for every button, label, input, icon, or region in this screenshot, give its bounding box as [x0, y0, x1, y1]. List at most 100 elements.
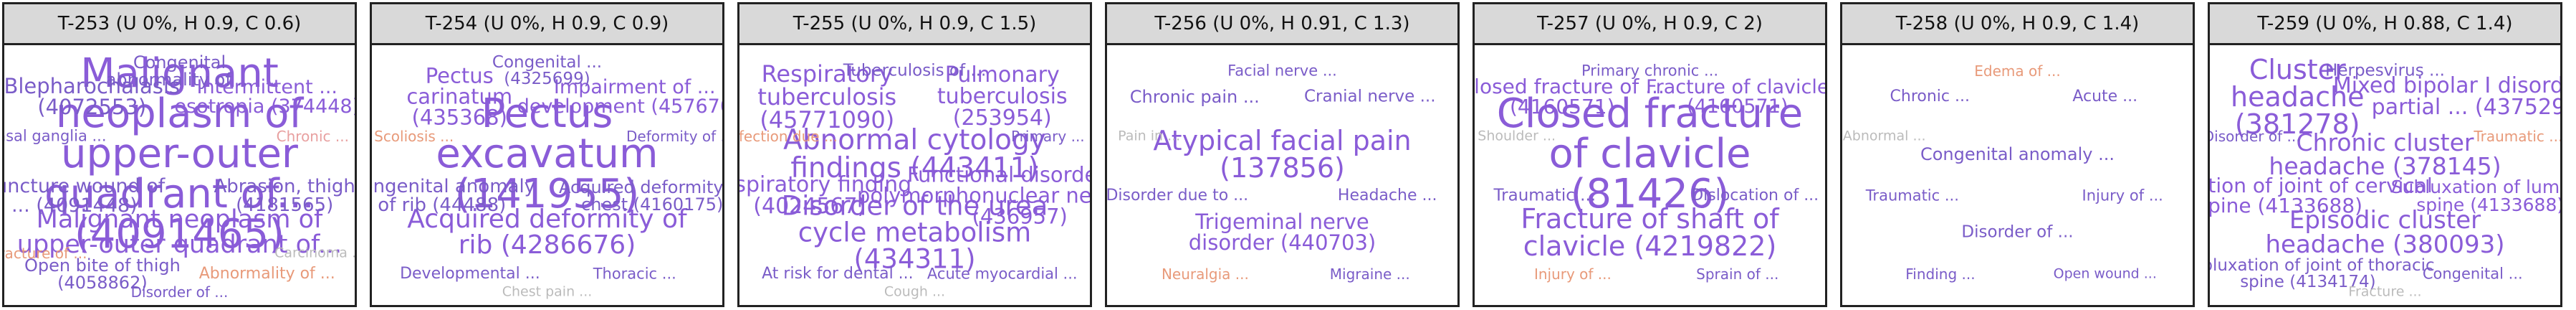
wordcloud-term: Closed fracture of clavicle (81426) — [1496, 90, 1804, 218]
wordcloud-term: Atypical facial pain (137856) — [1153, 125, 1412, 184]
wordcloud-term: Disorder of ... — [2210, 127, 2301, 145]
wordcloud-area: Abnormal cytology findings (443411) Disor… — [739, 45, 1090, 305]
wordcloud-term: Acquired deformity of chest (4160175) — [559, 177, 722, 215]
wordcloud-term: Neuralgia ... — [1161, 265, 1249, 283]
wordcloud-term: Traumatic ... — [2474, 127, 2560, 145]
wordcloud-term: Pain in ... — [1118, 128, 1181, 144]
wordcloud-term: Facial nerve ... — [1227, 62, 1337, 80]
wordcloud-term: Abnormality of ... — [198, 264, 335, 283]
wordcloud-term: Functional disorder of polymorphonuclear… — [857, 162, 1090, 229]
wordcloud-term: Subluxation of joint of cervical spine (… — [2210, 173, 2433, 217]
wordcloud-term: Finding ... — [1905, 265, 1976, 283]
wordcloud-term: Pulmonary tuberculosis (253954) — [937, 62, 1068, 131]
wordcloud-term: Impairment of ... development (4576701) — [517, 76, 722, 118]
wordcloud-term: Mixed bipolar I disorder in partial ... … — [2332, 73, 2560, 121]
wordcloud-term: Traumatic ... — [1865, 187, 1959, 205]
wordcloud-term: At risk for dental ... — [762, 264, 914, 283]
wordcloud-term: Migraine ... — [1329, 265, 1410, 283]
wordcloud-term: Subluxation of lumbar spine (4133688) — [2390, 176, 2560, 215]
wordcloud-term: Fracture of ... — [4, 244, 87, 262]
wordcloud-term: Respiratory tuberculosis (45771090) — [757, 60, 897, 134]
wordcloud-area: Closed fracture of clavicle (81426) Fract… — [1475, 45, 1825, 305]
panel-title: T-258 (U 0%, H 0.9, C 1.4) — [1842, 4, 2193, 45]
wordcloud-term: Disorder of ... — [130, 283, 229, 301]
wordcloud-term: Chronic ... — [1890, 88, 1970, 106]
wordcloud-term: Headache ... — [1337, 186, 1437, 205]
wordcloud-term: Dislocation of ... — [1691, 186, 1819, 205]
wordcloud-term: Disorder of ... — [1961, 222, 2074, 242]
panel-title: T-257 (U 0%, H 0.9, C 2) — [1475, 4, 1825, 45]
wordcloud-term: Disorder of the urea cycle metabolism (4… — [781, 190, 1048, 275]
wordcloud-term: Developmental ... — [400, 264, 540, 283]
wordcloud-term: Shoulder ... — [1478, 128, 1556, 144]
wordcloud-term: Blepharochalasis (4072553) — [4, 74, 181, 120]
wordcloud-area: Congenital anomaly ... Disorder of ... Chr… — [1842, 45, 2193, 305]
wordcloud-panel: T-254 (U 0%, H 0.9, C 0.9) Pectus excavat… — [370, 2, 724, 307]
wordcloud-term: Disorder due to ... — [1107, 186, 1249, 205]
wordcloud-term: Episodic cluster headache (380093) — [2265, 205, 2505, 259]
wordcloud-term: Injury of ... — [1533, 265, 1612, 283]
wordcloud-term: Congenital ... (4325699) — [492, 53, 603, 89]
wordcloud-panel: T-253 (U 0%, H 0.9, C 0.6) Malignant neop… — [2, 2, 357, 307]
wordcloud-term: Primary ... — [1010, 127, 1085, 145]
wordcloud-term: Congenital ... — [2422, 265, 2523, 283]
wordcloud-term: Cough ... — [884, 283, 946, 300]
wordcloud-term: Cluster headache (381278) — [2230, 54, 2365, 141]
panel-title: T-253 (U 0%, H 0.9, C 0.6) — [4, 4, 355, 45]
wordcloud-term: Open bite of thigh (4058862) — [24, 255, 181, 293]
wordcloud-term: Respiratory finding (4024567) — [739, 172, 912, 219]
panel-title: T-254 (U 0%, H 0.9, C 0.9) — [372, 4, 722, 45]
wordcloud-term: Chest pain ... — [502, 283, 593, 300]
wordcloud-term: Pectus carinatum (435368) — [406, 63, 513, 130]
wordcloud-panel: T-256 (U 0%, H 0.91, C 1.3) Atypical faci… — [1105, 2, 1460, 307]
wordcloud-term: Deformity of ... — [626, 127, 722, 145]
panel-title: T-259 (U 0%, H 0.88, C 1.4) — [2210, 4, 2560, 45]
wordcloud-term: Acquired deformity of rib (4286676) — [407, 204, 687, 260]
wordcloud-area: Chronic cluster headache (378145) Episodi… — [2210, 45, 2560, 305]
wordcloud-term: Chronic pain ... — [1129, 87, 1260, 108]
wordcloud-term: Basal ganglia ... — [4, 127, 107, 145]
wordcloud-term: Infection due ... — [739, 127, 838, 145]
wordcloud-term: Subluxation of joint of thoracic spine (… — [2210, 255, 2435, 291]
wordcloud-term: Tuberculosis of ... — [843, 61, 987, 80]
wordcloud-term: Carcinoma ... — [274, 245, 355, 261]
wordcloud-panel: T-259 (U 0%, H 0.88, C 1.4) Chronic clust… — [2208, 2, 2562, 307]
wordcloud-term: Congenital abnormality of ... — [105, 52, 254, 90]
wordcloud-area: Atypical facial pain (137856) Trigeminal … — [1107, 45, 1457, 305]
wordcloud-term: Fracture ... — [2348, 283, 2422, 300]
wordcloud-term: Puncture wound of ... (4091448) — [4, 174, 166, 217]
wordcloud-term: Edema of ... — [1974, 62, 2061, 80]
wordcloud-term: Congenital anomaly of rib (44488) — [372, 175, 536, 216]
wordcloud-term: Malignant neoplasm of upper-outer quadra… — [16, 205, 343, 259]
wordcloud-term: Intermittent ... esotropia (374448) — [174, 76, 355, 118]
wordcloud-term: Abrasion, thigh (4181565) — [214, 175, 355, 216]
panel-title: T-255 (U 0%, H 0.9, C 1.5) — [739, 4, 1090, 45]
wordcloud-term: Acute ... — [2072, 88, 2138, 106]
wordcloud-term: Acute myocardial ... — [927, 265, 1078, 283]
panel-title: T-256 (U 0%, H 0.91, C 1.3) — [1107, 4, 1457, 45]
wordcloud-term: Fracture of shaft of clavicle (4219822) — [1521, 202, 1779, 262]
wordcloud-term: Malignant neoplasm of upper-outer quadra… — [44, 50, 315, 258]
wordcloud-term: Fracture of clavicle (4160571) — [1646, 76, 1825, 118]
wordcloud-panel: T-257 (U 0%, H 0.9, C 2) Closed fracture … — [1473, 2, 1827, 307]
wordcloud-term: Chronic cluster headache (378145) — [2269, 128, 2501, 181]
wordcloud-panel: T-258 (U 0%, H 0.9, C 1.4) Congenital ano… — [1840, 2, 2195, 307]
wordcloud-term: Open wound ... — [2053, 266, 2157, 282]
wordcloud-term: Herpesvirus ... — [2325, 61, 2445, 80]
wordcloud-term: Congenital anomaly ... — [1920, 144, 2115, 165]
wordcloud-term: Cranial nerve ... — [1303, 87, 1436, 106]
wordcloud-term: Abnormal ... — [1842, 128, 1926, 144]
wordcloud-term: Primary chronic ... — [1581, 62, 1719, 80]
wordcloud-panel: T-255 (U 0%, H 0.9, C 1.5) Abnormal cytol… — [737, 2, 1092, 307]
wordcloud-term: Chronic ... — [276, 127, 349, 145]
wordcloud-area: Pectus excavatum (141955) Acquired deform… — [372, 45, 722, 305]
wordcloud-term: Scoliosis ... — [374, 127, 454, 145]
wordcloud-term: Injury of ... — [2082, 187, 2163, 205]
wordcloud-term: Abnormal cytology findings (443411) — [783, 124, 1046, 185]
wordcloud-term: Sprain of ... — [1696, 265, 1779, 283]
wordcloud-term: Trigeminal nerve disorder (440703) — [1188, 209, 1376, 255]
wordcloud-term: Pectus excavatum (141955) — [436, 90, 659, 218]
wordcloud-term: Thoracic ... — [593, 265, 676, 283]
wordcloud-area: Malignant neoplasm of upper-outer quadra… — [4, 45, 355, 305]
wordcloud-term: Closed fracture of ... (4160571) — [1475, 75, 1665, 119]
